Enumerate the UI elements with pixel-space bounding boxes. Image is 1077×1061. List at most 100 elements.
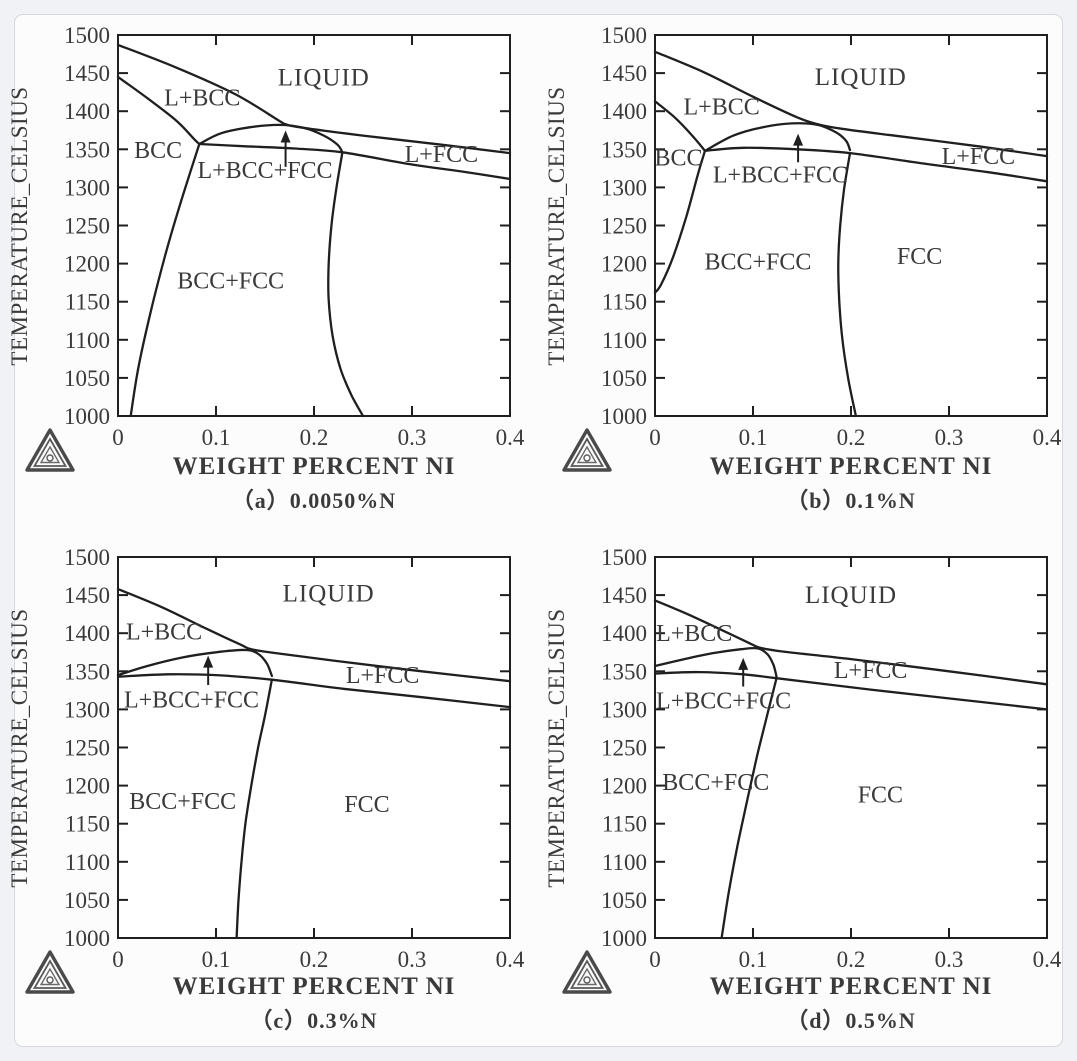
plot-frame — [654, 34, 1048, 417]
x-axis-title: WEIGHT PERCENT NI — [173, 973, 456, 1000]
y-axis-title: TEMPERATURE_CELSIUS — [7, 86, 32, 365]
y-tick-label: 1050 — [601, 366, 647, 391]
curve-fcc-phase-boundary — [235, 678, 274, 940]
y-tick-label: 1000 — [601, 404, 647, 429]
y-tick-label: 1450 — [64, 583, 110, 608]
x-tick-label: 0.4 — [1033, 947, 1062, 972]
x-tick-label: 0.2 — [837, 947, 866, 972]
y-tick-label: 1150 — [65, 290, 110, 315]
region-label-fcc: FCC — [858, 783, 903, 809]
y-tick-label: 1450 — [601, 61, 647, 86]
y-tick-label: 1100 — [602, 328, 647, 353]
y-tick-label: 1300 — [601, 697, 647, 722]
logo-center-circle — [583, 976, 591, 984]
logo-middle-triangle — [569, 437, 605, 467]
region-label-bcc: BCC — [134, 138, 182, 164]
y-tick-label: 1100 — [65, 328, 110, 353]
region-label-l-fcc: L+FCC — [346, 663, 420, 689]
y-tick-label: 1150 — [602, 290, 647, 315]
region-label-l-bcc-fcc: L+BCC+FCC — [197, 158, 332, 184]
region-label-l-bcc-fcc: L+BCC+FCC — [124, 687, 259, 713]
y-tick-label: 1250 — [64, 214, 110, 239]
y-tick-label: 1500 — [601, 23, 647, 48]
region-label-bcc-fcc: BCC+FCC — [129, 789, 236, 815]
curve-fcc-solidus-and-lfcc-bottom — [653, 670, 1049, 711]
region-label-l-fcc: L+FCC — [405, 142, 479, 168]
logo-middle-triangle — [569, 959, 605, 989]
thermocalc-logo-icon — [562, 950, 612, 994]
region-label-l-bcc: L+BCC — [684, 95, 760, 121]
pointer-arrow-head — [203, 655, 214, 668]
x-axis-title: WEIGHT PERCENT NI — [173, 453, 456, 480]
y-tick-label: 1500 — [64, 545, 110, 570]
plot-frame — [654, 556, 1048, 939]
plot-frame — [117, 34, 511, 417]
y-tick-label: 1250 — [601, 736, 647, 761]
region-label-l-bcc: L+BCC — [164, 85, 240, 111]
y-tick-label: 1000 — [64, 926, 110, 951]
y-tick-label: 1350 — [601, 137, 647, 162]
y-tick-label: 1200 — [601, 252, 647, 277]
region-label-liquid: LIQUID — [815, 64, 907, 91]
y-tick-label: 1350 — [601, 659, 647, 684]
curve-fcc-solidus-and-lfcc-bottom — [116, 673, 512, 709]
logo-inner-triangle — [39, 967, 61, 986]
logo-center-circle — [583, 454, 591, 462]
logo-inner-triangle — [576, 967, 598, 986]
y-tick-label: 1250 — [64, 736, 110, 761]
logo-center-circle — [46, 454, 54, 462]
curve-three-phase-upper — [116, 648, 274, 678]
curve-bcc-solidus — [653, 100, 707, 152]
curve-fcc-phase-boundary — [327, 151, 365, 418]
logo-outer-triangle — [562, 428, 612, 472]
plot-layer: 1000 1050 1100 1150 1200 1250 1300 1350 1400 1450… — [25, 545, 525, 994]
logo-inner-triangle — [576, 445, 598, 464]
y-tick-label: 1150 — [65, 812, 110, 837]
y-tick-label: 1250 — [601, 214, 647, 239]
x-tick-label: 0.3 — [935, 425, 964, 450]
y-tick-label: 1200 — [601, 774, 647, 799]
y-tick-label: 1300 — [64, 697, 110, 722]
region-label-bcc-fcc: BCC+FCC — [662, 770, 769, 796]
curve-bcc-phase-boundary — [129, 142, 201, 418]
x-tick-label: 0.2 — [300, 425, 329, 450]
region-label-l-bcc: L+BCC — [656, 621, 732, 647]
pointer-arrow-head — [738, 657, 749, 670]
x-tick-label: 0.4 — [1033, 425, 1062, 450]
x-tick-label: 0 — [112, 947, 124, 972]
x-tick-label: 0 — [649, 947, 661, 972]
y-tick-label: 1050 — [64, 888, 110, 913]
x-tick-label: 0.2 — [837, 425, 866, 450]
y-tick-label: 1000 — [601, 926, 647, 951]
y-axis-title: TEMPERATURE_CELSIUS — [544, 86, 569, 365]
y-tick-label: 1500 — [64, 23, 110, 48]
panel-caption: （c）0.3%N — [250, 1008, 377, 1033]
phase-diagram-panel-d: 1000 1050 1100 1150 1200 1250 1300 1350 1400 1450… — [544, 545, 1062, 1033]
y-tick-label: 1400 — [64, 99, 110, 124]
y-tick-label: 1150 — [602, 812, 647, 837]
region-label-fcc: FCC — [344, 792, 389, 818]
curve-bcc-phase-boundary — [653, 149, 707, 294]
region-label-l-bcc: L+BCC — [126, 620, 202, 646]
curve-three-phase-upper — [703, 122, 852, 152]
y-tick-label: 1400 — [601, 621, 647, 646]
region-label-liquid: LIQUID — [805, 582, 897, 609]
plot-layer: 1000 1050 1100 1150 1200 1250 1300 1350 1400 1450… — [25, 23, 525, 472]
x-axis-title: WEIGHT PERCENT NI — [710, 973, 993, 1000]
region-label-l-fcc: L+FCC — [834, 658, 908, 684]
logo-outer-triangle — [25, 950, 75, 994]
x-tick-label: 0.3 — [398, 425, 427, 450]
y-tick-label: 1400 — [601, 99, 647, 124]
region-label-liquid: LIQUID — [283, 581, 375, 608]
logo-center-circle — [46, 976, 54, 984]
y-axis-title: TEMPERATURE_CELSIUS — [7, 608, 32, 887]
y-tick-label: 1100 — [602, 850, 647, 875]
region-label-bcc-fcc: BCC+FCC — [704, 249, 811, 275]
pointer-arrow-head — [793, 133, 804, 146]
panel-caption: （b）0.1%N — [786, 488, 916, 513]
thermocalc-logo-icon — [562, 428, 612, 472]
y-tick-label: 1300 — [601, 175, 647, 200]
y-tick-label: 1450 — [601, 583, 647, 608]
curve-fcc-phase-boundary — [720, 677, 778, 940]
y-tick-label: 1350 — [64, 137, 110, 162]
